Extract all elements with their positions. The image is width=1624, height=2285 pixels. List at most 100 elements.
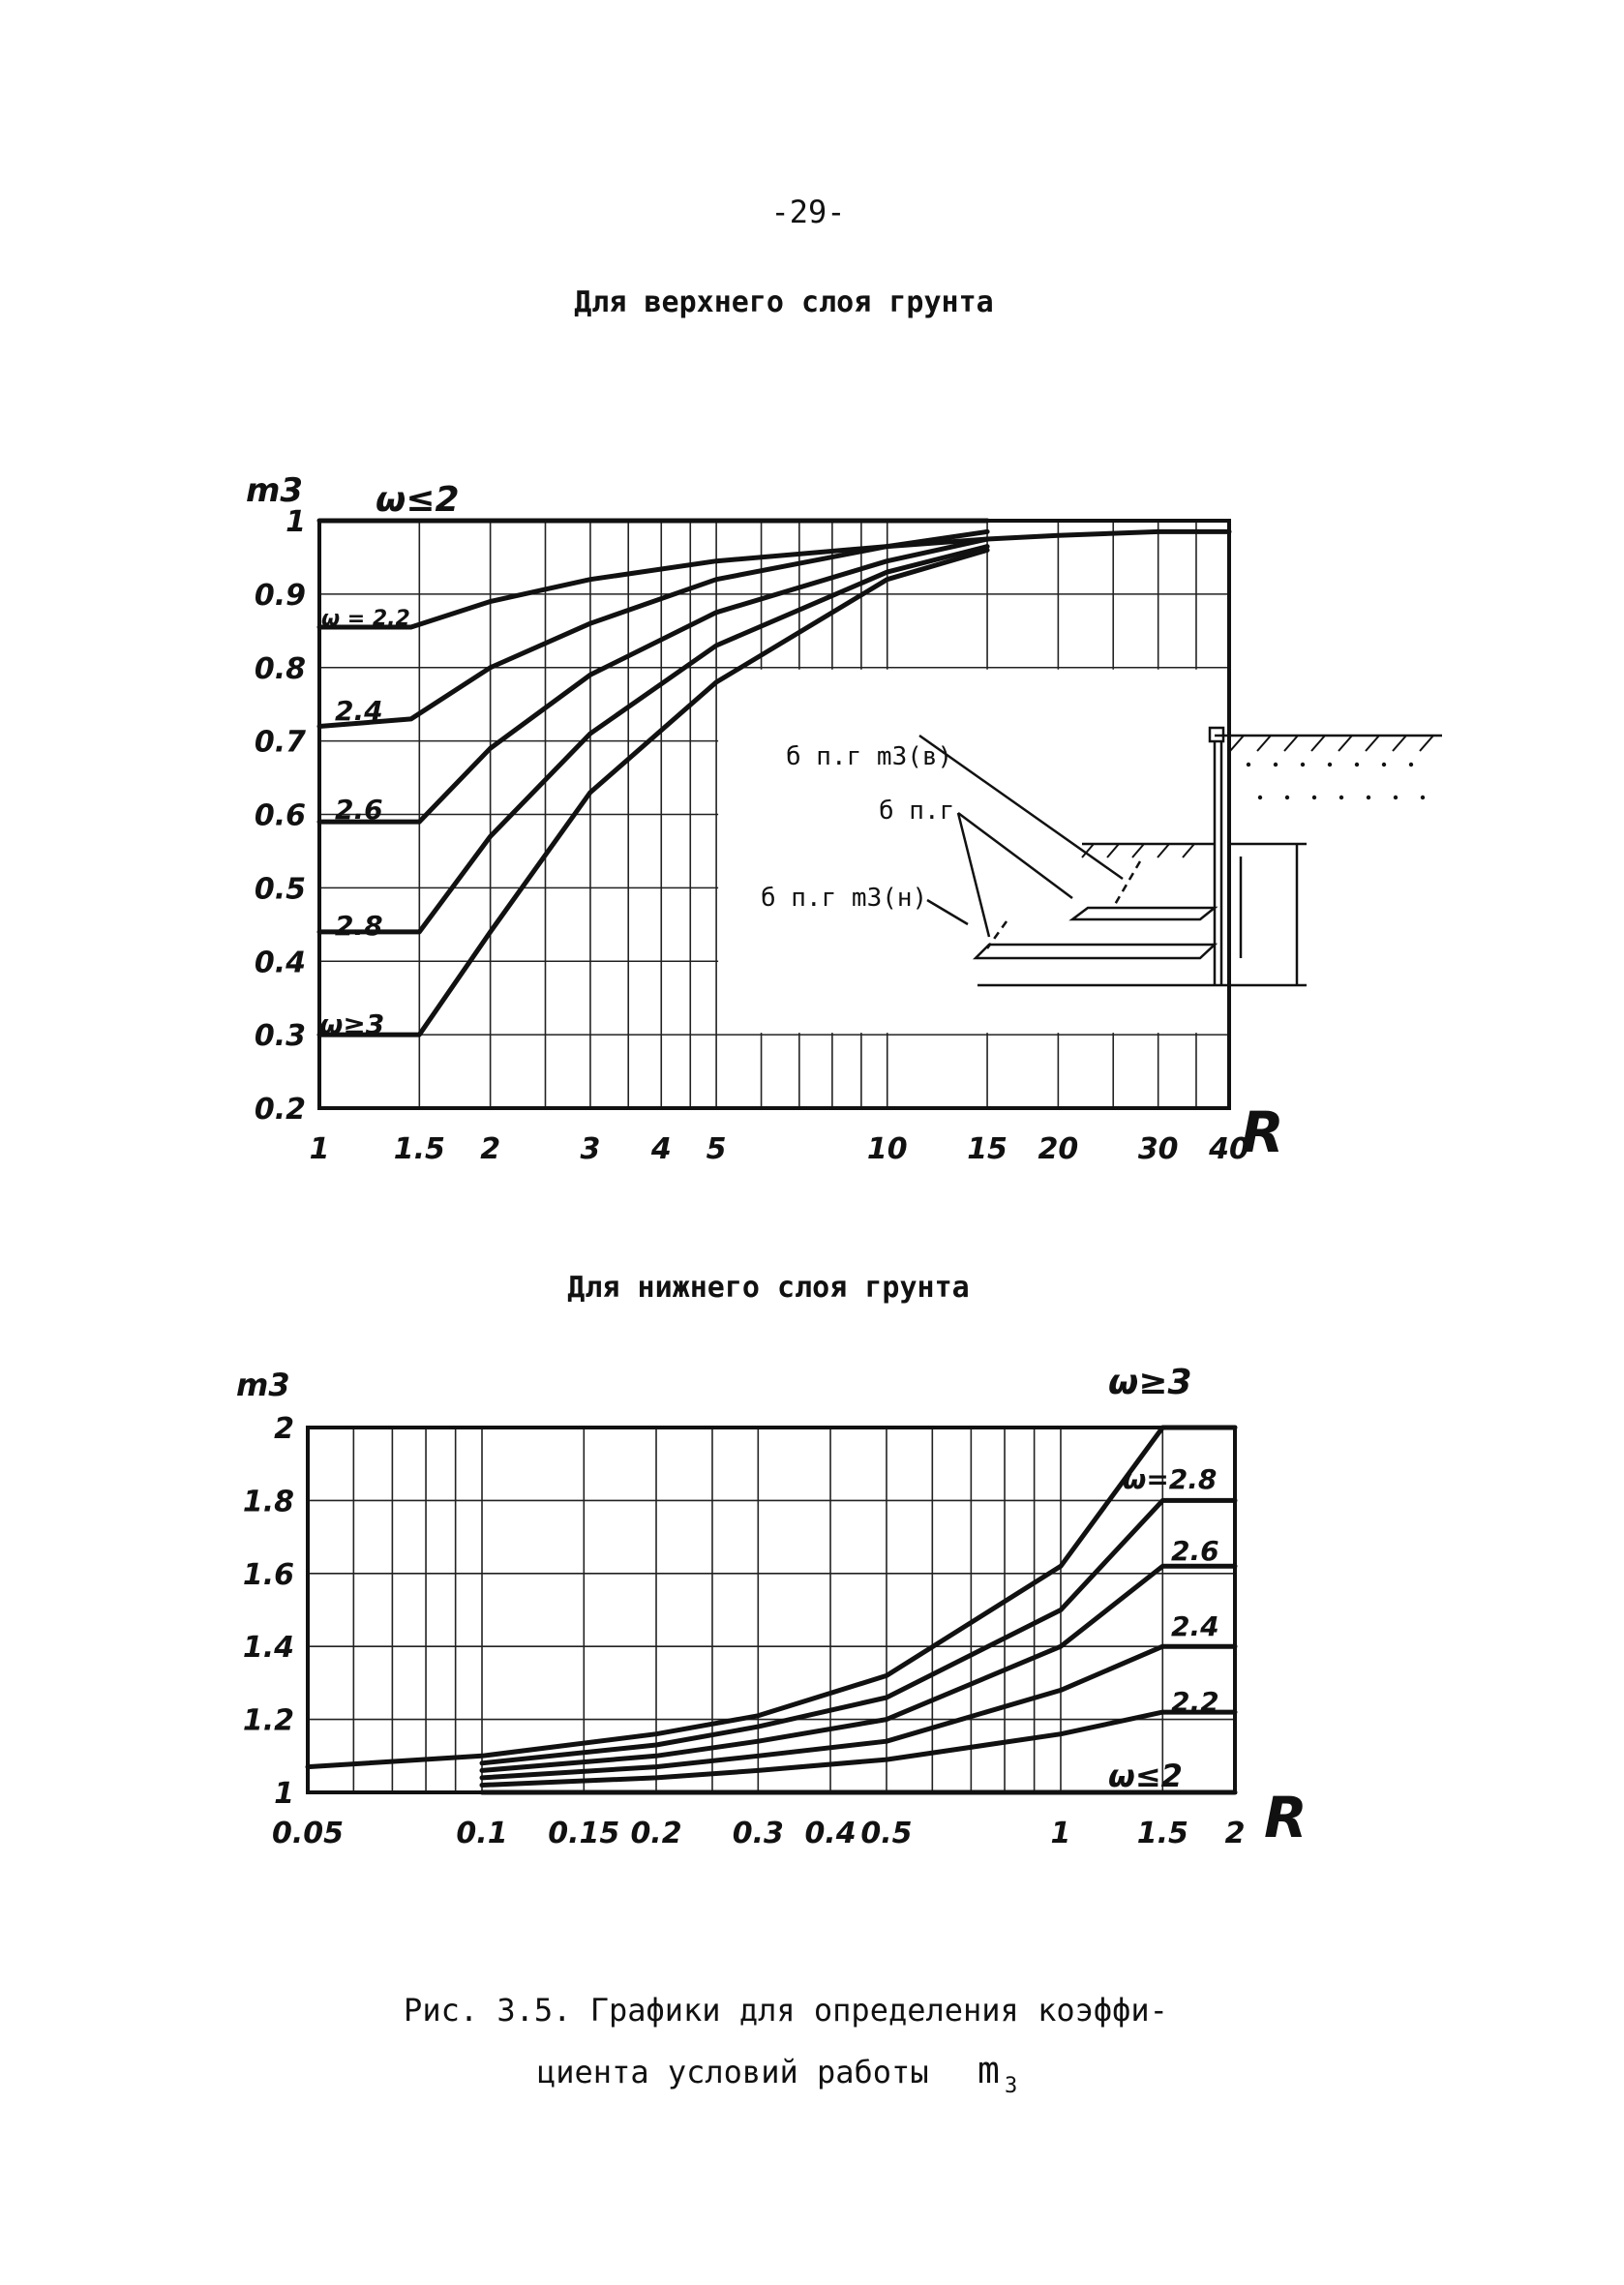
- upper-annot-w-ge-3: ω≥3: [319, 1008, 384, 1040]
- y-tick-label: 0.7: [255, 726, 306, 760]
- inset-label-lower: б п.г m3(н): [761, 884, 927, 913]
- x-tick-label: 5: [707, 1132, 727, 1166]
- upper-annot-w-le-2: ω≤2: [376, 480, 460, 520]
- upper-chart-series: [316, 518, 1232, 1037]
- hatch-mark: [1338, 735, 1353, 752]
- inset-label-upper: б п.г m3(в): [786, 742, 952, 771]
- x-tick-label: 1.5: [394, 1132, 445, 1166]
- series-line-3: [316, 536, 990, 825]
- series-line-4: [479, 1709, 1238, 1788]
- x-tick-label: 1: [310, 1132, 330, 1166]
- y-tick-label: 1: [274, 1777, 294, 1811]
- inset-label-middle: б п.г: [879, 797, 954, 826]
- hatch-mark: [1081, 843, 1095, 858]
- upper-annot-2-4: 2.4: [335, 695, 383, 727]
- y-tick-label: 0.8: [255, 652, 306, 686]
- lower-annot-w-ge-3: ω≥3: [1108, 1363, 1192, 1402]
- x-tick-label: 0.15: [548, 1817, 619, 1850]
- x-tick-label: 0.3: [733, 1817, 784, 1850]
- y-tick-label: 0.3: [255, 1019, 306, 1053]
- hatch-mark: [1310, 735, 1326, 752]
- upper-chart: 0.2 0.3 0.4 0.5 0.6 0.7 0.8 0.9 1 1 1.5 2 3 4 5 10 15 20…: [246, 471, 1618, 1166]
- soil-dot: [1381, 762, 1387, 767]
- figure-caption-symbol-sub: 3: [1005, 2074, 1017, 2098]
- x-tick-label: 1: [1051, 1817, 1071, 1850]
- soil-dot: [1393, 795, 1398, 800]
- soil-dot: [1284, 795, 1290, 800]
- soil-dot: [1257, 795, 1263, 800]
- series-line-4: [316, 544, 990, 935]
- soil-dot: [1300, 762, 1306, 767]
- soil-dot: [1354, 762, 1360, 767]
- lower-chart: 11.21.41.61.82 0.05 0.1 0.15 0.2 0.3 0.4 0.5 1 1…: [236, 1363, 1308, 1850]
- lower-chart-xlabel: R: [1264, 1785, 1308, 1850]
- hatch-mark: [1392, 735, 1407, 752]
- upper-chart-x-ticks: 1 1.5 2 3 4 5 10 15 20 30 40: [310, 1132, 1249, 1166]
- lower-annot-2-2: 2.2: [1171, 1686, 1219, 1718]
- soil-dot: [1420, 795, 1426, 800]
- y-tick-label: 0.5: [255, 872, 306, 906]
- pile-head: [1208, 726, 1225, 743]
- y-tick-label: 1.6: [243, 1558, 294, 1592]
- leader-middle-a: [957, 811, 1073, 900]
- upper-annot-w-2-2: ω = 2.2: [321, 607, 410, 631]
- figure-caption-line1: Рис. 3.5. Графики для определения коэффи…: [404, 1992, 1168, 2029]
- y-tick-label: 2: [274, 1412, 294, 1446]
- series-line-2: [316, 528, 990, 729]
- y-tick-label: 0.9: [255, 579, 306, 613]
- x-tick-label: 40: [1208, 1132, 1249, 1166]
- x-tick-label: 0.1: [456, 1817, 507, 1850]
- series-line-0: [305, 1425, 1238, 1770]
- figure-caption-symbol: m: [977, 2049, 1000, 2091]
- series-line-1: [316, 528, 1232, 630]
- upper-annot-2-8: 2.8: [335, 910, 383, 942]
- hatch-mark: [1365, 735, 1380, 752]
- x-tick-label: 30: [1138, 1132, 1179, 1166]
- lower-annot-w-2-8: ω=2.8: [1123, 1463, 1217, 1495]
- x-tick-label: 15: [967, 1132, 1007, 1166]
- series-line-1: [479, 1497, 1238, 1766]
- series-line-5: [316, 547, 990, 1037]
- y-tick-label: 1.2: [243, 1704, 294, 1738]
- hatch-mark: [1229, 735, 1245, 752]
- hatch-mark: [1256, 735, 1272, 752]
- upper-annot-2-6: 2.6: [335, 794, 383, 826]
- figure-caption-line2: циента условий работы: [537, 2054, 929, 2090]
- x-tick-label: 2: [480, 1132, 500, 1166]
- hatch-mark: [1131, 843, 1145, 858]
- upper-chart-xlabel: R: [1241, 1099, 1284, 1165]
- y-tick-label: 0.6: [255, 799, 306, 833]
- upper-chart-y-ticks: 0.2 0.3 0.4 0.5 0.6 0.7 0.8 0.9 1: [255, 505, 306, 1127]
- hatch-mark: [1419, 735, 1434, 752]
- lower-chart-ylabel: m3: [236, 1367, 290, 1403]
- soil-dot: [1327, 762, 1333, 767]
- leader-upper: [918, 734, 1124, 881]
- dashed-edge-lower: [985, 920, 1008, 949]
- chart2-title: Для нижнего слоя грунта: [567, 1271, 969, 1305]
- x-tick-label: 2: [1225, 1817, 1246, 1850]
- y-tick-label: 1: [286, 505, 306, 539]
- chart1-title: Для верхнего слоя грунта: [574, 286, 993, 319]
- x-tick-label: 20: [1038, 1132, 1078, 1166]
- hatch-mark: [1157, 843, 1170, 858]
- lower-chart-x-ticks: 0.05 0.1 0.15 0.2 0.3 0.4 0.5 1 1.5 2: [272, 1817, 1245, 1850]
- leader-lower: [926, 898, 969, 926]
- lower-annot-w-le-2: ω≤2: [1108, 1758, 1183, 1794]
- y-tick-label: 1.8: [243, 1485, 294, 1518]
- soil-dot: [1338, 795, 1344, 800]
- hatch-mark: [1182, 843, 1195, 858]
- layer-boundary-lower: [972, 943, 1218, 960]
- y-tick-label: 0.4: [255, 946, 306, 979]
- lower-chart-series: [305, 1425, 1238, 1795]
- x-tick-label: 4: [650, 1132, 672, 1166]
- y-tick-label: 1.4: [243, 1631, 294, 1665]
- x-tick-label: 0.05: [272, 1817, 344, 1850]
- hatch-mark: [1106, 843, 1120, 858]
- upper-chart-inset-area: [718, 669, 1618, 1034]
- soil-dot: [1246, 762, 1251, 767]
- x-tick-label: 10: [867, 1132, 908, 1166]
- ground-hatching: [1081, 735, 1434, 858]
- lower-chart-y-ticks: 1 1.2 1.4 1.6 1.8 2: [243, 1412, 294, 1811]
- leader-middle-b: [956, 812, 991, 938]
